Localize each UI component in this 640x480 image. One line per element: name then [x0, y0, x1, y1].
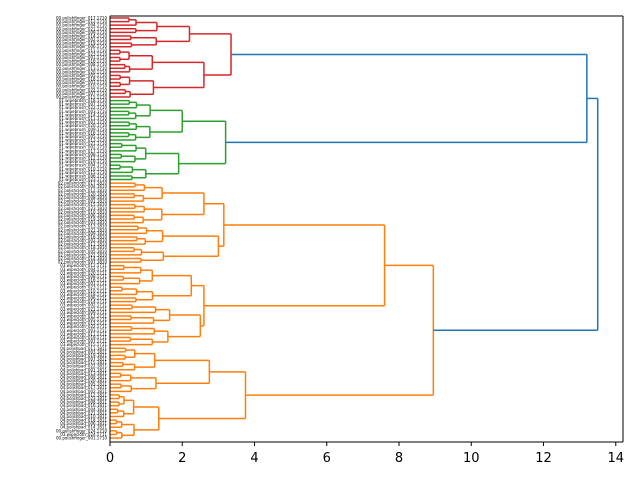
leaf-label-group: 00.polishfinger_017.171000.polishfinger_…: [56, 16, 107, 441]
x-tick-label-10: 10: [463, 451, 480, 466]
dendrogram-chart: 00.polishfinger_017.171000.polishfinger_…: [0, 0, 640, 480]
x-tick-label-6: 6: [323, 451, 331, 466]
x-tick-label-2: 2: [178, 451, 186, 466]
x-tick-label-4: 4: [250, 451, 258, 466]
x-tick-label-8: 8: [395, 451, 403, 466]
x-tick-label-14: 14: [608, 451, 625, 466]
dendrogram-links: [110, 18, 598, 438]
x-tick-label-0: 0: [106, 451, 114, 466]
axes: 0 2 4 6 8 10 12 14: [106, 16, 624, 466]
x-tick-label-12: 12: [535, 451, 552, 466]
leaf-label-117: 00.polishfinger_001.1710: [56, 436, 107, 441]
